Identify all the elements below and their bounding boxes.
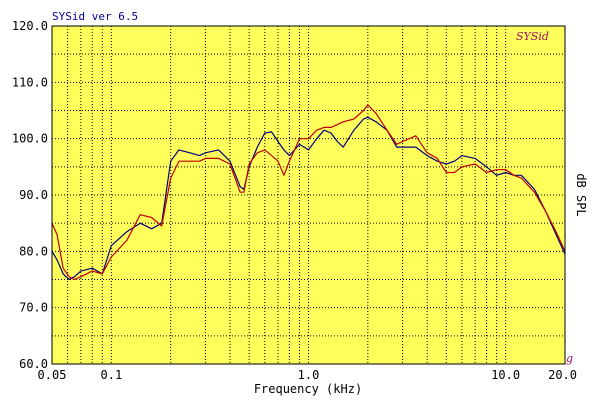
y-tick-label: 90.0 [19, 188, 48, 202]
x-axis-ticks: 0.05 0.1 1.0 10.0 20.0 [38, 368, 577, 382]
x-tick-label: 0.05 [38, 368, 67, 382]
sysid-watermark: SYSid [516, 30, 549, 43]
series-group [51, 104, 566, 281]
x-tick-label: 10.0 [491, 368, 520, 382]
y-axis-ticks: 60.0 70.0 80.0 90.0 100.0 110.0 120.0 [12, 19, 48, 371]
y-tick-label: 70.0 [19, 301, 48, 315]
y-tick-label: 60.0 [19, 357, 48, 371]
corner-mark: g [566, 352, 573, 365]
y-tick-label: 120.0 [12, 19, 48, 33]
chart-title: SYSid ver 6.5 [52, 10, 138, 23]
y-tick-label: 80.0 [19, 244, 48, 258]
series-line-2 [51, 104, 566, 281]
plot-frame [51, 25, 566, 365]
y-tick-label: 110.0 [12, 75, 48, 89]
x-tick-label: 0.1 [101, 368, 123, 382]
x-tick-label: 20.0 [548, 368, 577, 382]
series-line-1 [51, 116, 566, 281]
grid [52, 26, 565, 364]
x-axis-label: Frequency (kHz) [254, 382, 362, 396]
y-axis-label: dB SPL [574, 173, 588, 216]
x-tick-label: 1.0 [298, 368, 320, 382]
y-tick-label: 100.0 [12, 132, 48, 146]
